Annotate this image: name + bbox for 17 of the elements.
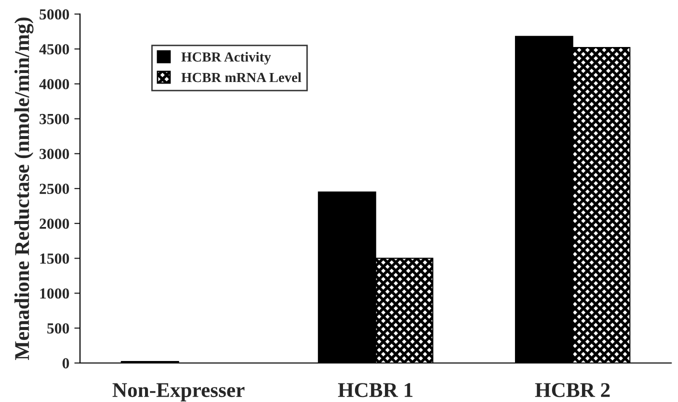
y-tick-label: 500	[47, 323, 70, 334]
y-tick-label: 1000	[40, 288, 70, 299]
y-tick-label: 0	[62, 358, 70, 368]
y-tick-label: 3000	[40, 148, 70, 160]
y-tick-label: 4000	[39, 79, 70, 90]
y-tick-label: 3500	[40, 114, 70, 124]
y-tick-label: 4500	[39, 44, 70, 54]
y-tick-label: 5000	[40, 9, 70, 20]
x-tick-label: HCBR 2	[535, 383, 610, 398]
y-tick-label: 1500	[40, 253, 70, 264]
legend-label: HCBR Activity	[181, 52, 271, 65]
y-axis-title: Menadione Reductase (nmole/min/mg)	[14, 18, 34, 360]
legend-label: HCBR mRNA Level	[181, 72, 302, 82]
x-tick-label: HCBR 1	[338, 383, 412, 398]
y-tick-label: 2500	[40, 184, 70, 194]
x-tick-label: Non-Expresser	[112, 383, 244, 402]
y-tick-label: 2000	[40, 218, 70, 229]
